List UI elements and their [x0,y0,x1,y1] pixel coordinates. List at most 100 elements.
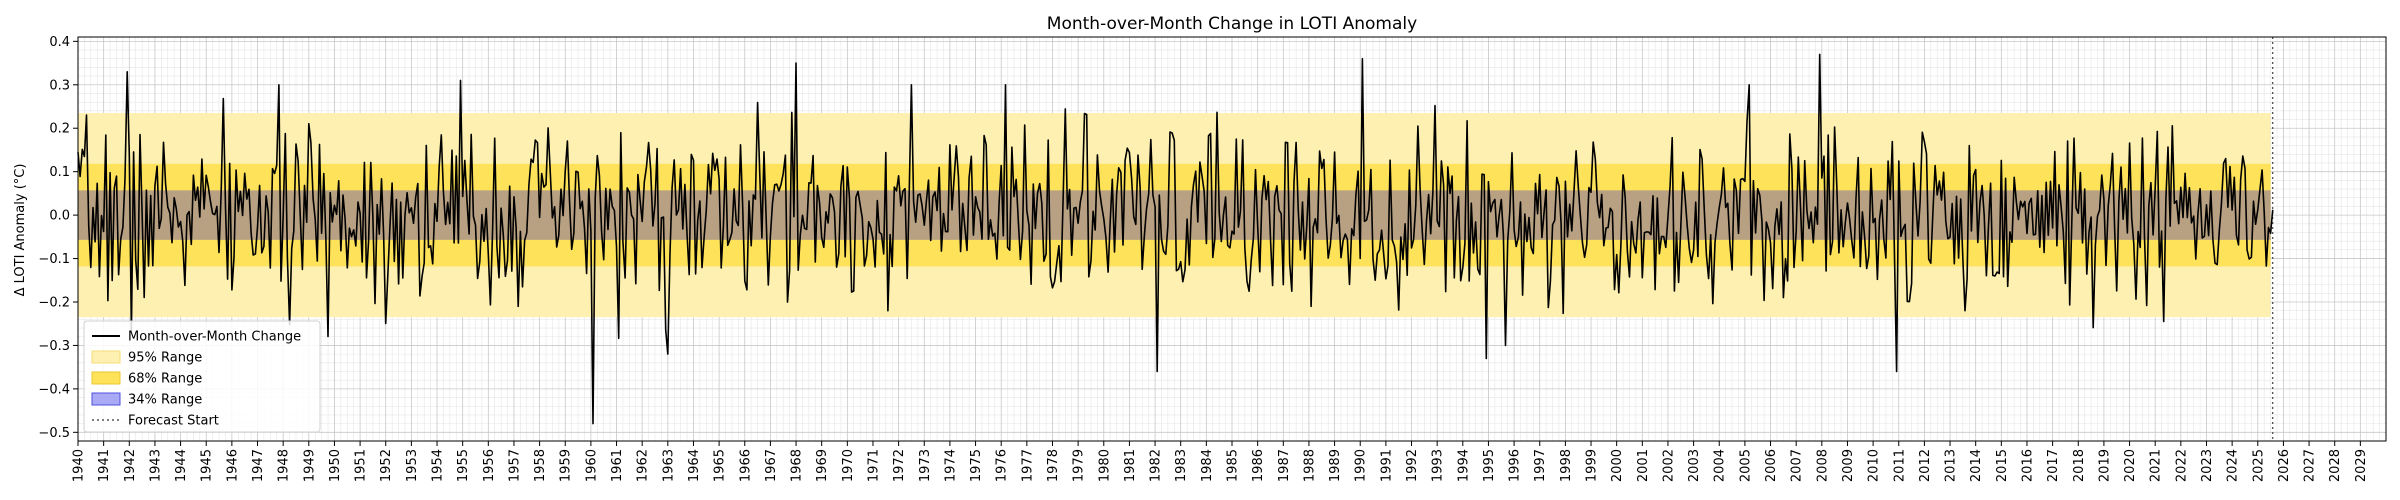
x-tick-label: 1965 [713,449,728,482]
x-tick-label: 2023 [2200,449,2215,482]
x-tick-label: 1944 [174,449,189,482]
x-tick-label: 2015 [1995,449,2010,482]
x-tick-label: 1999 [1585,449,1600,482]
x-tick-label: 1983 [1174,449,1189,482]
x-tick-label: 2016 [2020,449,2035,482]
x-tick-label: 2024 [2226,449,2241,482]
x-tick-label: 2011 [1892,449,1907,482]
y-tick-label: −0.2 [38,295,70,310]
x-tick-label: 2019 [2097,449,2112,482]
x-tick-label: 1991 [1379,449,1394,482]
legend: Month-over-Month Change 95% Range 68% Rang… [83,320,321,433]
y-axis-label: Δ LOTI Anomaly (°C) [13,164,28,297]
x-tick-label: 1980 [1097,449,1112,482]
x-tick-label: 1973 [918,449,933,482]
x-tick-label: 1970 [841,449,856,482]
x-tick-label: 2025 [2251,449,2266,482]
x-tick-label: 1995 [1482,449,1497,482]
y-tick-label: 0.3 [49,78,70,93]
legend-label: 95% Range [128,351,202,366]
x-tick-label: 2026 [2277,449,2292,482]
x-tick-label: 1993 [1431,449,1446,482]
x-tick-label: 1942 [123,449,138,482]
x-tick-label: 2028 [2328,449,2343,482]
x-tick-label: 1945 [200,449,215,482]
x-tick-label: 1950 [328,449,343,482]
x-tick-label: 1978 [1046,449,1061,482]
x-tick-label: 1940 [72,449,87,482]
x-tick-label: 1989 [1328,449,1343,482]
x-tick-label: 1972 [892,449,907,482]
x-tick-label: 2006 [1764,449,1779,482]
x-tick-label: 1948 [277,449,292,482]
x-tick-label: 1952 [379,449,394,482]
x-tick-label: 1968 [790,449,805,482]
x-tick-label: 1982 [1149,449,1164,482]
x-tick-label: 1966 [738,449,753,482]
x-tick-label: 2008 [1815,449,1830,482]
x-tick-label: 2005 [1738,449,1753,482]
x-tick-label: 1981 [1123,449,1138,482]
x-tick-label: 1975 [969,449,984,482]
x-tick-label: 1974 [943,449,958,482]
x-tick-label: 1984 [1200,449,1215,482]
x-tick-label: 1949 [302,449,317,482]
x-tick-label: 1955 [456,449,471,482]
legend-swatch-patch [91,350,121,364]
y-tick-label: 0.4 [49,35,70,50]
series-group [77,53,2274,425]
x-tick-label: 1969 [815,449,830,482]
x-tick-label: 2001 [1636,449,1651,482]
x-tick-label: 1977 [1020,449,1035,482]
x-tick-label: 1967 [764,449,779,482]
legend-box [83,320,321,433]
x-tick-label: 1941 [97,449,112,482]
y-axis-ticks: −0.5 −0.4 −0.3 −0.2 −0.1 0.0 0.1 0.2 0.3 0.4 [38,35,78,441]
x-tick-label: 2000 [1610,449,1625,482]
x-tick-label: 2022 [2174,449,2189,482]
x-tick-label: 2027 [2303,449,2318,482]
x-tick-label: 1956 [482,449,497,482]
x-tick-label: 1990 [1354,449,1369,482]
legend-label: 68% Range [128,372,202,387]
x-tick-label: 1943 [148,449,163,482]
x-tick-label: 1976 [995,449,1010,482]
y-tick-label: −0.4 [38,382,70,397]
x-tick-label: 2010 [1867,449,1882,482]
x-tick-label: 1947 [251,449,266,482]
x-tick-label: 2029 [2354,449,2369,482]
x-tick-label: 1959 [559,449,574,482]
x-tick-label: 1951 [354,449,369,482]
x-tick-label: 1963 [661,449,676,482]
x-tick-label: 2009 [1841,449,1856,482]
series-line-month-over-month [77,53,2274,425]
y-tick-label: −0.3 [38,339,70,354]
x-tick-label: 1971 [866,449,881,482]
legend-swatch-patch [91,371,121,385]
x-tick-label: 1953 [405,449,420,482]
y-tick-label: 0.0 [49,209,70,224]
legend-label: Forecast Start [128,414,219,429]
x-tick-label: 1998 [1559,449,1574,482]
x-tick-label: 2012 [1918,449,1933,482]
x-tick-label: 2002 [1661,449,1676,482]
x-axis-ticks: 1940 1941 1942 1943 1944 1945 1946 1947 1948 1949… [72,441,2369,482]
x-tick-label: 1996 [1508,449,1523,482]
chart-title: Month-over-Month Change in LOTI Anomaly [1047,14,1417,34]
x-tick-label: 1961 [610,449,625,482]
x-tick-label: 2017 [2046,449,2061,482]
x-tick-label: 1992 [1405,449,1420,482]
x-tick-label: 2003 [1687,449,1702,482]
x-tick-label: 1946 [225,449,240,482]
legend-label: Month-over-Month Change [128,330,301,345]
x-tick-label: 2004 [1713,449,1728,482]
x-tick-label: 1997 [1533,449,1548,482]
x-tick-label: 1964 [687,449,702,482]
x-tick-label: 1979 [1072,449,1087,482]
x-tick-label: 2014 [1969,449,1984,482]
x-tick-label: 2021 [2149,449,2164,482]
legend-label: 34% Range [128,393,202,408]
x-tick-label: 1962 [636,449,651,482]
x-tick-label: 2020 [2123,449,2138,482]
